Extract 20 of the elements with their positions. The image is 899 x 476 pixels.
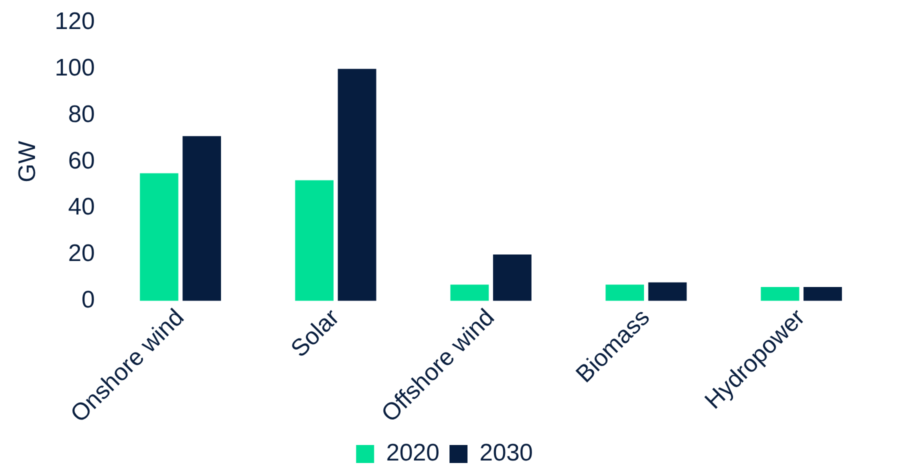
bar — [804, 287, 842, 301]
legend-label: 2020 — [386, 440, 440, 467]
y-tick-label: 60 — [68, 147, 95, 174]
y-tick-label: 0 — [81, 286, 95, 314]
bar — [295, 180, 334, 301]
y-tick-label: 40 — [68, 194, 95, 221]
y-tick-label: 80 — [68, 100, 95, 128]
legend-label: 2030 — [480, 440, 533, 467]
bar — [338, 68, 376, 301]
bar — [760, 287, 800, 301]
y-tick-label: 120 — [54, 8, 95, 36]
bar — [450, 284, 489, 301]
bar — [140, 173, 178, 301]
bar — [182, 136, 222, 301]
bar — [606, 284, 644, 301]
bar — [493, 254, 532, 301]
y-tick-label: 20 — [68, 240, 95, 268]
bar — [648, 282, 687, 301]
y-axis-title: GW — [14, 140, 42, 182]
y-tick-label: 100 — [54, 54, 95, 82]
